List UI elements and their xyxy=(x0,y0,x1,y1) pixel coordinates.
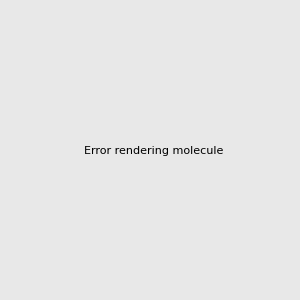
Text: Error rendering molecule: Error rendering molecule xyxy=(84,146,224,157)
